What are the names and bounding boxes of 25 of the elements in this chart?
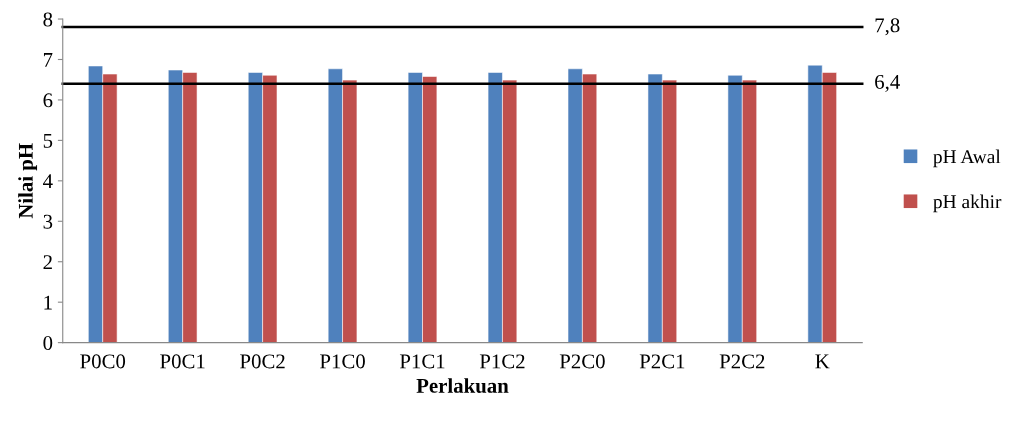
y-tick-label: 8 bbox=[43, 12, 53, 27]
ref-line-label: 6,4 bbox=[875, 74, 900, 92]
x-tick-label: P0C2 bbox=[240, 354, 285, 369]
x-tick-label: P1C2 bbox=[479, 354, 525, 369]
ref-line-label: 7,8 bbox=[875, 18, 900, 36]
x-tick-label: P2C2 bbox=[719, 354, 765, 369]
y-axis-title: Nilai pH bbox=[18, 143, 38, 219]
x-tick-label: P0C0 bbox=[80, 354, 126, 369]
y-tick-label: 4 bbox=[43, 174, 53, 189]
y-tick-label: 1 bbox=[44, 295, 52, 310]
y-tick-label: 7 bbox=[43, 53, 53, 67]
x-tick-label: P1C0 bbox=[320, 354, 365, 369]
x-tick-label: P2C1 bbox=[639, 354, 685, 369]
legend-label: pH Awal bbox=[933, 149, 1001, 168]
y-tick-label: 0 bbox=[43, 336, 53, 351]
x-tick-label: P0C1 bbox=[160, 354, 205, 369]
x-axis-title: Perlakuan bbox=[416, 378, 509, 393]
x-tick-label: K bbox=[815, 354, 830, 369]
legend-label: pH akhir bbox=[933, 194, 1002, 213]
y-tick-label: 2 bbox=[43, 255, 52, 269]
y-tick-label: 3 bbox=[43, 214, 53, 229]
x-tick-label: P2C0 bbox=[559, 354, 605, 369]
x-tick-label: P1C1 bbox=[399, 354, 445, 369]
y-tick-label: 5 bbox=[43, 133, 53, 148]
y-tick-label: 6 bbox=[43, 93, 53, 108]
